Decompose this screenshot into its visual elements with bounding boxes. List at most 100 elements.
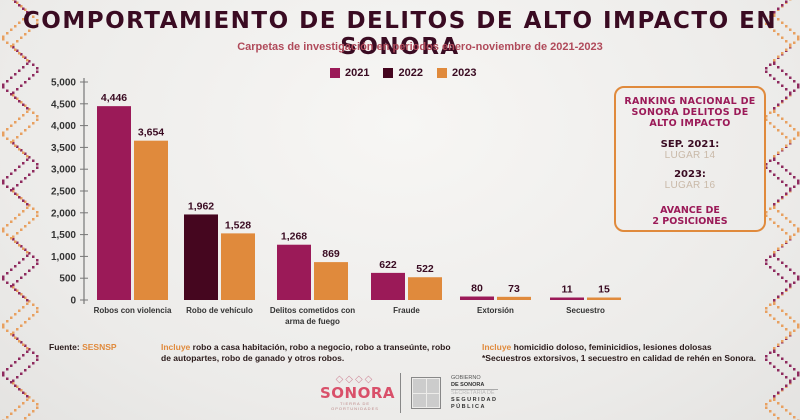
pattern-dot: [781, 132, 784, 135]
pattern-dot: [18, 405, 21, 408]
pattern-dot: [20, 293, 23, 296]
bar-2021: [371, 272, 405, 300]
pattern-dot: [793, 41, 796, 44]
pattern-dot: [797, 371, 800, 374]
pattern-dot: [777, 114, 780, 117]
pattern-dot: [20, 84, 23, 87]
robos-note-text: robo a casa habitación, robo a negocio, …: [190, 342, 451, 352]
pattern-dot: [20, 341, 23, 344]
pattern-dot: [12, 283, 15, 286]
pattern-dot: [24, 56, 27, 59]
pattern-dot: [20, 36, 23, 39]
pattern-dot: [36, 262, 39, 265]
pattern-dot: [36, 67, 39, 70]
sonora-logo-text: SONORA: [320, 384, 396, 402]
data-label: 4,446: [101, 92, 127, 104]
bar-2023: [314, 262, 348, 300]
delitos-note: Incluye homicidio doloso, feminicidios, …: [482, 342, 756, 364]
legend-label-2022: 2022: [398, 67, 423, 79]
pattern-dot: [773, 395, 776, 398]
pattern-dot: [785, 0, 788, 3]
bar-2023: [408, 277, 442, 300]
pattern-dot: [14, 265, 17, 268]
pattern-dot: [28, 29, 31, 32]
pattern-dot: [773, 251, 776, 254]
pattern-dot: [14, 96, 17, 99]
pattern-dot: [781, 36, 784, 39]
pattern-dot: [16, 145, 19, 148]
pattern-dot: [773, 269, 776, 272]
pattern-dot: [22, 103, 25, 106]
pattern-dot: [26, 395, 29, 398]
pattern-dot: [20, 149, 23, 152]
pattern-dot: [22, 343, 25, 346]
pattern-dot: [2, 38, 5, 41]
pattern-dot: [6, 137, 9, 140]
pattern-dot: [773, 14, 776, 17]
pattern-dot: [14, 409, 17, 412]
pattern-dot: [26, 251, 29, 254]
pattern-dot: [781, 21, 784, 24]
pattern-dot: [793, 281, 796, 284]
pattern-dot: [28, 77, 31, 80]
pattern-dot: [781, 84, 784, 87]
robos-note-highlight: Incluye: [161, 342, 191, 352]
pattern-dot: [10, 141, 13, 144]
pattern-dot: [773, 62, 776, 65]
pattern-dot: [18, 117, 21, 120]
pattern-dot: [793, 233, 796, 236]
pattern-dot: [781, 52, 784, 55]
pattern-dot: [777, 247, 780, 250]
pattern-dot: [12, 91, 15, 94]
pattern-dot: [12, 139, 15, 142]
pattern-dot: [24, 248, 27, 251]
pattern-dot: [789, 43, 792, 46]
pattern-dot: [793, 185, 796, 188]
pattern-dot: [789, 45, 792, 48]
pattern-dot: [12, 379, 15, 382]
data-label: 80: [471, 283, 483, 295]
delitos-note-line2: *Secuestros extorsivos, 1 secuestro en c…: [482, 353, 756, 363]
pattern-dot: [20, 276, 23, 279]
pattern-dot: [6, 320, 9, 323]
pattern-dot: [781, 372, 784, 375]
pattern-dot: [32, 159, 35, 162]
pattern-dot: [773, 173, 776, 176]
pattern-dot: [773, 254, 776, 257]
pattern-dot: [773, 206, 776, 209]
pattern-dot: [18, 196, 21, 199]
pattern-dot: [20, 324, 23, 327]
pattern-dot: [789, 139, 792, 142]
pattern-dot: [26, 206, 29, 209]
pattern-dot: [22, 66, 25, 69]
pattern-dot: [785, 409, 788, 412]
pattern-dot: [789, 268, 792, 271]
pattern-dot: [785, 328, 788, 331]
pattern-dot: [785, 217, 788, 220]
data-label: 522: [416, 263, 434, 275]
pattern-dot: [781, 196, 784, 199]
pattern-dot: [32, 410, 35, 413]
pattern-dot: [12, 187, 15, 190]
pattern-dot: [32, 255, 35, 258]
pattern-dot: [24, 296, 27, 299]
ranking-title-line: ALTO IMPACTO: [649, 118, 731, 129]
pattern-dot: [24, 369, 27, 372]
pattern-dot: [793, 272, 796, 275]
ranking-advance-line: 2 POSICIONES: [652, 216, 728, 227]
pattern-dot: [777, 391, 780, 394]
pattern-dot: [10, 364, 13, 367]
gov-line: GOBIERNO: [451, 375, 481, 381]
pattern-dot: [18, 261, 21, 264]
pattern-dot: [32, 399, 35, 402]
pattern-dot: [18, 340, 21, 343]
pattern-dot: [769, 170, 772, 173]
pattern-dot: [2, 182, 5, 185]
pattern-dot: [781, 276, 784, 279]
pattern-dot: [773, 299, 776, 302]
pattern-dot: [22, 258, 25, 261]
pattern-dot: [36, 166, 39, 169]
pattern-dot: [797, 86, 800, 89]
pattern-dot: [785, 361, 788, 364]
